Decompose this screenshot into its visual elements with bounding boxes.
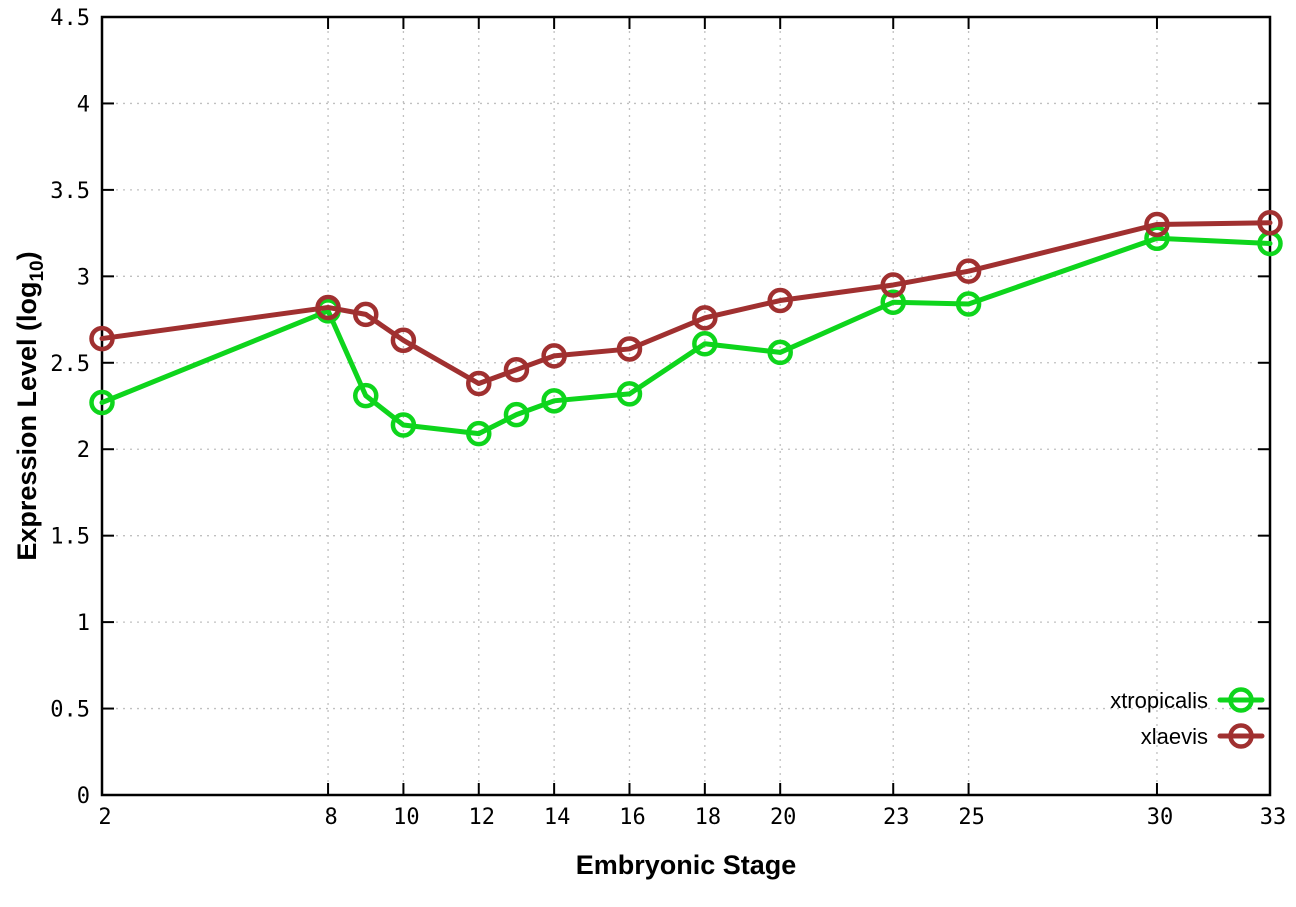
series-layer xyxy=(89,209,1283,447)
data-point-xlaevis xyxy=(767,287,793,314)
data-point-xtropicalis xyxy=(89,389,115,416)
data-point-xlaevis xyxy=(955,258,982,284)
x-tick-label: 14 xyxy=(544,805,571,830)
series-line-xtropicalis xyxy=(99,235,1273,437)
x-axis-title: Embryonic Stage xyxy=(576,850,797,880)
x-tick-label: 23 xyxy=(883,805,910,830)
data-point-xtropicalis xyxy=(1144,225,1170,252)
data-point-xlaevis xyxy=(1144,211,1170,238)
x-tick-label: 12 xyxy=(469,805,496,830)
data-point-xlaevis xyxy=(503,356,530,383)
data-point-xtropicalis xyxy=(390,412,417,438)
y-tick-label: 3 xyxy=(77,265,90,290)
y-tick-label: 0.5 xyxy=(50,698,90,723)
data-point-xtropicalis xyxy=(466,420,492,447)
tick-label-layer: 0 0.5 1 1.5 2 2.5 3 3.5 4 4.5 2 8 10 12 14 16 18 20 23 25 30… xyxy=(50,6,1286,830)
x-tick-label: 10 xyxy=(393,805,420,830)
x-tick-label: 30 xyxy=(1147,805,1174,830)
x-tick-label: 25 xyxy=(958,805,985,830)
y-tick-label: 3.5 xyxy=(50,179,90,204)
legend-label-xtropicalis: xtropicalis xyxy=(1110,688,1208,713)
y-axis-title: Expression Level (log10) xyxy=(12,251,48,560)
data-point-xlaevis xyxy=(466,370,492,397)
y-tick-label: 1 xyxy=(77,611,90,636)
data-point-xtropicalis xyxy=(352,382,379,409)
data-point-xlaevis xyxy=(1257,209,1283,236)
data-point-xlaevis xyxy=(692,305,718,331)
x-tick-label: 16 xyxy=(619,805,646,830)
legend-label-xlaevis: xlaevis xyxy=(1141,724,1208,749)
data-point-xlaevis xyxy=(390,327,417,354)
data-point-xtropicalis xyxy=(541,388,567,414)
legend-sample-marker-xlaevis xyxy=(1228,723,1254,749)
data-point-xlaevis xyxy=(352,301,379,328)
data-point-xlaevis xyxy=(616,336,643,362)
legend-sample-marker-xtropicalis xyxy=(1228,687,1254,713)
data-point-xtropicalis xyxy=(616,381,643,407)
x-tick-label: 33 xyxy=(1260,805,1287,830)
data-point-xlaevis xyxy=(315,294,341,321)
y-tick-label: 4.5 xyxy=(50,6,90,31)
data-point-xtropicalis xyxy=(692,331,718,357)
data-point-xlaevis xyxy=(89,325,115,352)
data-point-xtropicalis xyxy=(955,291,982,317)
data-point-xlaevis xyxy=(880,272,906,298)
axis-layer xyxy=(100,15,1272,797)
y-tick-label: 1.5 xyxy=(50,525,90,550)
y-tick-label: 2.5 xyxy=(50,352,90,377)
y-tick-label: 2 xyxy=(77,438,90,463)
x-tick-label: 20 xyxy=(770,805,797,830)
grid-layer xyxy=(102,17,1270,795)
legend: xtropicalis xlaevis xyxy=(1110,687,1265,749)
data-point-xtropicalis xyxy=(767,339,793,366)
data-point-xtropicalis xyxy=(503,401,530,428)
x-tick-label: 2 xyxy=(98,805,111,830)
series-line-xlaevis xyxy=(99,220,1273,387)
legend-entry-xtropicalis: xtropicalis xyxy=(1110,687,1265,713)
y-tick-label: 0 xyxy=(77,784,90,809)
data-point-xtropicalis xyxy=(880,289,906,316)
data-point-xlaevis xyxy=(541,343,567,369)
plot-border xyxy=(100,15,1272,797)
y-tick-label: 4 xyxy=(77,92,90,117)
legend-entry-xlaevis: xlaevis xyxy=(1141,723,1265,749)
x-tick-label: 8 xyxy=(324,805,337,830)
x-tick-label: 18 xyxy=(695,805,722,830)
